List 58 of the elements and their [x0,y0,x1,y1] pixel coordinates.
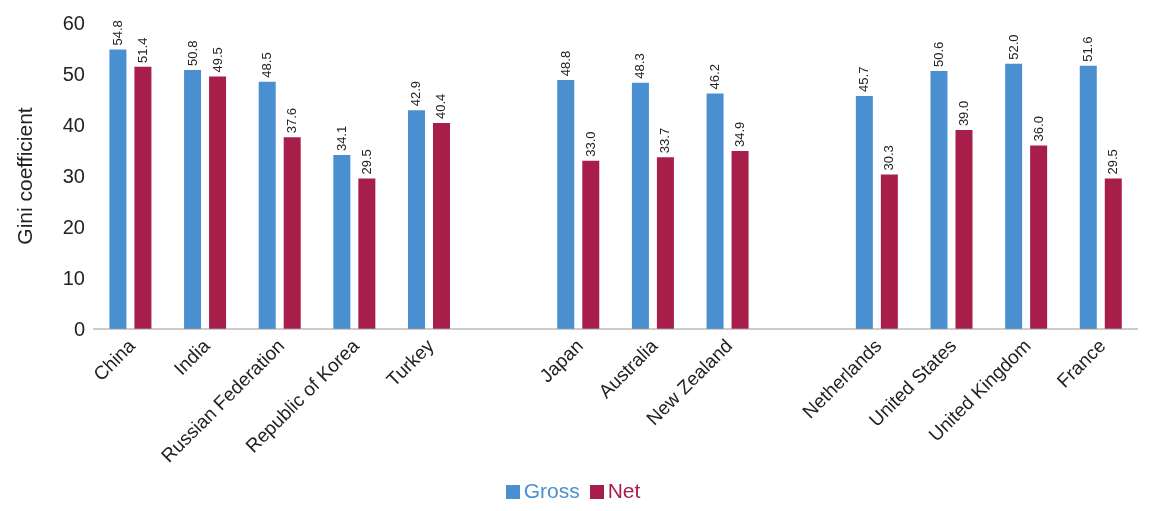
bar [631,82,649,329]
bar [1030,145,1048,329]
y-tick-label: 30 [62,165,85,188]
data-label: 40.4 [433,93,449,119]
data-label: 29.5 [1105,149,1121,175]
data-label: 48.3 [632,53,648,79]
legend-label: Net [607,479,641,502]
y-tick-label: 20 [62,216,85,239]
data-label: 49.5 [209,47,225,73]
bar [333,155,351,329]
data-label: 51.6 [1080,36,1096,62]
data-label: 29.5 [358,149,374,175]
bar [184,69,202,329]
bar [258,81,276,329]
bar [955,130,973,329]
data-label: 34.9 [732,121,748,148]
bar [1079,65,1097,329]
data-label: 54.8 [109,20,125,46]
y-tick-label: 0 [73,318,85,341]
data-label: 50.8 [184,40,200,66]
bar [557,80,575,329]
y-axis-title: Gini coefficient [13,107,37,245]
bar [283,137,301,329]
bar [432,122,450,329]
bar [930,70,948,329]
bar [1005,63,1023,329]
data-label: 50.6 [930,41,946,67]
bar [358,178,376,329]
data-label: 30.3 [881,145,897,171]
bar [134,66,152,329]
data-label: 51.4 [134,37,150,63]
bar [209,76,227,329]
y-tick-label: 50 [62,63,85,86]
data-label: 48.5 [259,52,275,78]
data-label: 33.0 [582,131,598,157]
data-label: 37.6 [284,107,300,134]
legend-label: Gross [523,479,580,502]
data-label: 34.1 [333,125,349,152]
bar [582,160,600,329]
data-label: 36.0 [1030,116,1046,142]
bar [407,110,425,329]
y-tick-label: 60 [62,12,85,35]
bar [109,49,127,329]
data-label: 46.2 [707,64,723,90]
bar [656,157,674,329]
bar [731,151,749,329]
bar [855,95,873,329]
bar [1104,178,1122,329]
data-label: 48.8 [557,50,573,77]
bar [880,174,898,329]
y-tick-label: 40 [62,114,85,137]
data-label: 42.9 [408,80,424,107]
data-label: 33.7 [657,127,673,154]
y-tick-label: 10 [62,267,85,290]
bar [706,93,724,329]
data-label: 52.0 [1005,34,1021,60]
data-label: 45.7 [856,66,872,92]
data-label: 39.0 [955,100,971,127]
